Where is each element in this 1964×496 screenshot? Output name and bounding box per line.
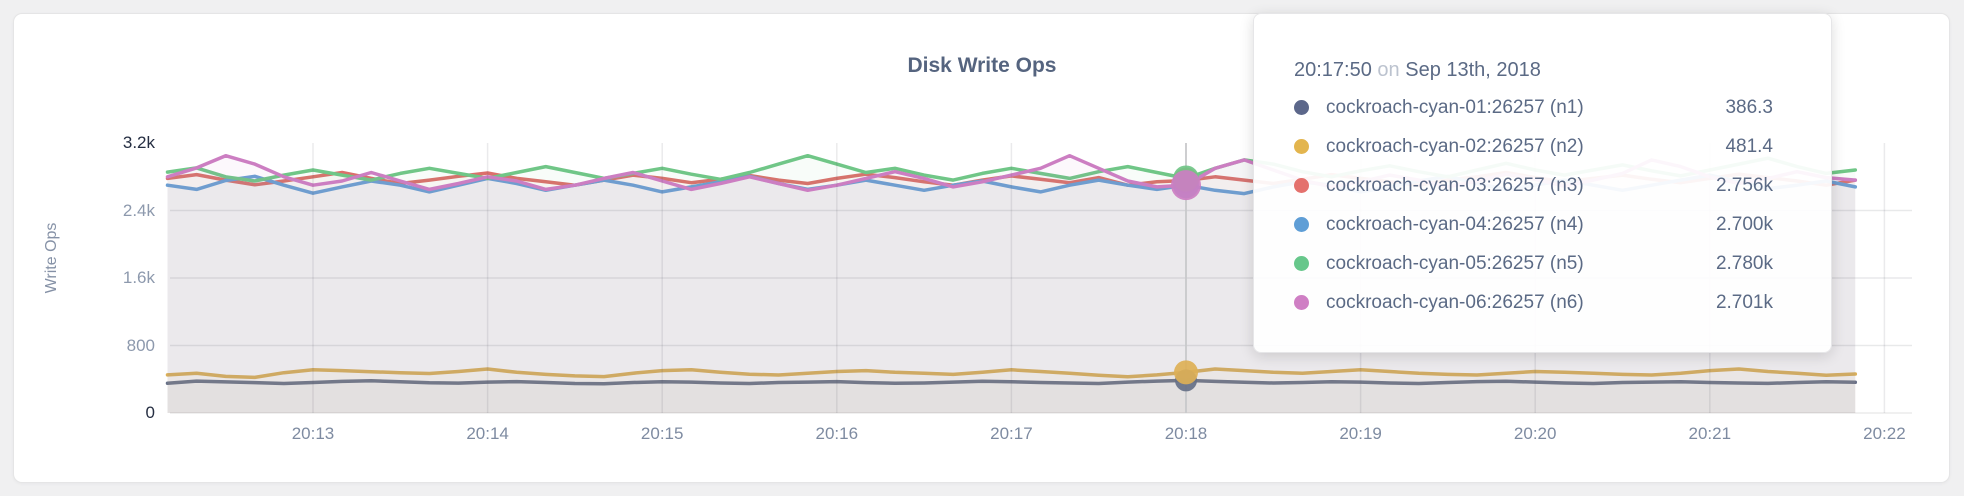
tooltip-series-row: cockroach-cyan-01:26257 (n1) 386.3: [1294, 88, 1773, 127]
series-color-dot: [1294, 100, 1309, 115]
x-tick-label: 20:19: [1339, 424, 1382, 443]
series-area: [167, 369, 1856, 413]
series-label: cockroach-cyan-04:26257 (n4): [1326, 213, 1584, 235]
tooltip-series-row: cockroach-cyan-06:26257 (n6) 2.701k: [1294, 283, 1773, 322]
x-tick-label: 20:14: [466, 424, 509, 443]
x-tick-label: 20:22: [1863, 424, 1906, 443]
series-line: [165, 378, 1858, 386]
series-value: 386.3: [1725, 96, 1773, 118]
series-label: cockroach-cyan-03:26257 (n3): [1326, 174, 1584, 196]
chart-tooltip: 20:17:50 on Sep 13th, 2018 cockroach-cya…: [1253, 13, 1832, 353]
series-color-dot: [1294, 295, 1309, 310]
tooltip-series-row: cockroach-cyan-02:26257 (n2) 481.4: [1294, 127, 1773, 166]
chart-title: Disk Write Ops: [907, 54, 1057, 77]
tooltip-connector: on: [1377, 59, 1400, 81]
tooltip-time: 20:17:50: [1294, 59, 1372, 81]
hover-point: [1174, 360, 1198, 385]
x-tick-label: 20:18: [1164, 424, 1208, 443]
x-tick-label: 20:13: [291, 424, 335, 443]
series-label: cockroach-cyan-06:26257 (n6): [1326, 291, 1584, 313]
series-label: cockroach-cyan-02:26257 (n2): [1326, 135, 1584, 157]
series-area: [167, 380, 1856, 413]
series-color-dot: [1294, 139, 1309, 154]
series-color-dot: [1294, 256, 1309, 271]
series-value: 2.701k: [1715, 291, 1773, 313]
series-value: 2.780k: [1715, 252, 1773, 274]
x-tick-label: 20:15: [640, 424, 684, 443]
y-tick-label: 0: [145, 403, 155, 422]
tooltip-series-row: cockroach-cyan-05:26257 (n5) 2.780k: [1294, 244, 1773, 283]
hover-point: [1171, 170, 1201, 201]
series-line: [165, 367, 1858, 380]
series-label: cockroach-cyan-05:26257 (n5): [1326, 252, 1584, 274]
x-tick-label: 20:20: [1513, 424, 1557, 443]
series-label: cockroach-cyan-01:26257 (n1): [1326, 96, 1584, 118]
y-tick-label: 800: [126, 335, 155, 355]
y-tick-label: 1.6k: [122, 268, 155, 287]
y-tick-label: 2.4k: [122, 200, 155, 220]
tooltip-series-row: cockroach-cyan-04:26257 (n4) 2.700k: [1294, 205, 1773, 244]
y-tick-label: 3.2k: [122, 133, 155, 152]
series-color-dot: [1294, 178, 1309, 193]
series-value: 2.700k: [1715, 213, 1773, 235]
series-color-dot: [1294, 217, 1309, 232]
tooltip-header: 20:17:50 on Sep 13th, 2018: [1294, 56, 1773, 84]
x-tick-label: 20:17: [990, 424, 1033, 443]
tooltip-series-row: cockroach-cyan-03:26257 (n3) 2.756k: [1294, 166, 1773, 205]
tooltip-date: Sep 13th, 2018: [1405, 59, 1541, 81]
x-tick-label: 20:16: [815, 424, 859, 443]
series-value: 481.4: [1725, 135, 1773, 157]
x-tick-label: 20:21: [1688, 424, 1732, 443]
series-value: 2.756k: [1715, 174, 1773, 196]
